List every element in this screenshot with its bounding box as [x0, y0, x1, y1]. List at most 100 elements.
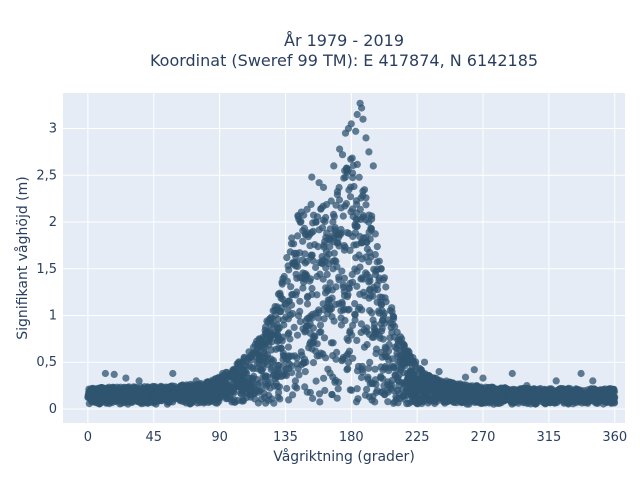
data-point	[371, 251, 379, 259]
data-point	[492, 391, 500, 399]
data-point	[242, 358, 250, 366]
data-point	[294, 211, 302, 220]
data-point	[396, 333, 404, 341]
data-point	[362, 201, 370, 209]
data-point	[388, 304, 396, 312]
data-point	[374, 286, 382, 294]
data-point	[352, 241, 361, 249]
data-point	[362, 194, 370, 202]
data-points	[84, 99, 619, 408]
chart-title-line2: Koordinat (Sweref 99 TM): E 417874, N 61…	[150, 51, 538, 70]
data-point	[255, 351, 264, 359]
x-tick-label: 315	[536, 430, 561, 445]
data-point	[328, 286, 336, 294]
data-point	[420, 394, 428, 402]
data-point	[339, 212, 347, 220]
data-point	[248, 388, 257, 397]
data-point	[93, 388, 102, 396]
data-point	[590, 386, 598, 394]
data-point	[326, 279, 334, 287]
data-point	[227, 383, 235, 391]
data-point	[256, 346, 264, 354]
x-tick-label: 90	[211, 430, 228, 445]
data-point	[296, 318, 304, 326]
data-point	[309, 257, 317, 265]
data-point	[379, 316, 387, 324]
data-point	[360, 186, 369, 194]
data-point	[354, 395, 362, 403]
data-point	[320, 306, 328, 314]
data-point	[267, 316, 275, 324]
data-point	[317, 205, 325, 213]
data-point	[346, 193, 355, 201]
data-point	[373, 328, 381, 336]
data-point	[171, 384, 179, 392]
data-point	[369, 162, 377, 170]
data-point	[335, 242, 343, 250]
data-point	[334, 385, 342, 393]
data-point	[384, 398, 392, 406]
data-point	[373, 243, 381, 251]
data-point	[441, 382, 449, 391]
data-point	[346, 246, 354, 254]
data-point	[353, 215, 361, 224]
data-point	[302, 322, 311, 331]
data-point	[202, 394, 211, 402]
data-point	[308, 251, 316, 259]
data-point	[112, 390, 120, 398]
data-point	[354, 305, 362, 313]
data-point	[307, 200, 315, 208]
data-point	[381, 362, 389, 371]
data-point	[375, 277, 383, 285]
data-point	[563, 385, 571, 393]
data-point	[360, 234, 368, 242]
data-point	[333, 188, 342, 196]
data-point	[502, 385, 510, 393]
data-point	[335, 276, 343, 284]
data-point	[388, 381, 396, 389]
data-point	[349, 169, 357, 177]
data-point	[338, 151, 347, 159]
data-point	[308, 228, 316, 237]
x-tick-label: 135	[273, 430, 298, 445]
data-point	[552, 377, 560, 385]
data-point	[308, 345, 316, 353]
data-point	[169, 369, 177, 378]
data-point	[299, 284, 307, 292]
data-point	[458, 382, 466, 390]
data-point	[345, 347, 354, 355]
data-point	[365, 148, 373, 156]
data-point	[267, 395, 275, 403]
data-point	[106, 384, 114, 392]
data-point	[274, 315, 282, 323]
data-point	[315, 390, 324, 398]
data-point	[344, 358, 353, 367]
data-point	[321, 386, 329, 395]
data-point	[176, 390, 184, 398]
data-point	[369, 392, 377, 400]
data-point	[351, 316, 359, 324]
data-point	[371, 398, 379, 406]
data-point	[329, 339, 337, 347]
data-point	[333, 348, 341, 356]
data-point	[603, 388, 612, 396]
data-point	[290, 323, 298, 331]
data-point	[228, 396, 236, 404]
data-point	[367, 226, 375, 234]
x-tick-label: 360	[602, 430, 627, 445]
data-point	[351, 310, 359, 318]
data-point	[319, 183, 328, 191]
data-point	[276, 395, 284, 403]
data-point	[379, 335, 387, 343]
data-point	[478, 390, 486, 398]
data-point	[463, 388, 471, 396]
data-point	[285, 396, 293, 404]
data-point	[333, 263, 341, 271]
data-point	[359, 115, 367, 123]
data-point	[284, 343, 292, 351]
data-point	[303, 300, 312, 308]
data-point	[330, 317, 338, 325]
x-tick-labels: 0 45 90 135 180 225 270 315 360	[84, 430, 627, 445]
data-point	[329, 232, 337, 240]
